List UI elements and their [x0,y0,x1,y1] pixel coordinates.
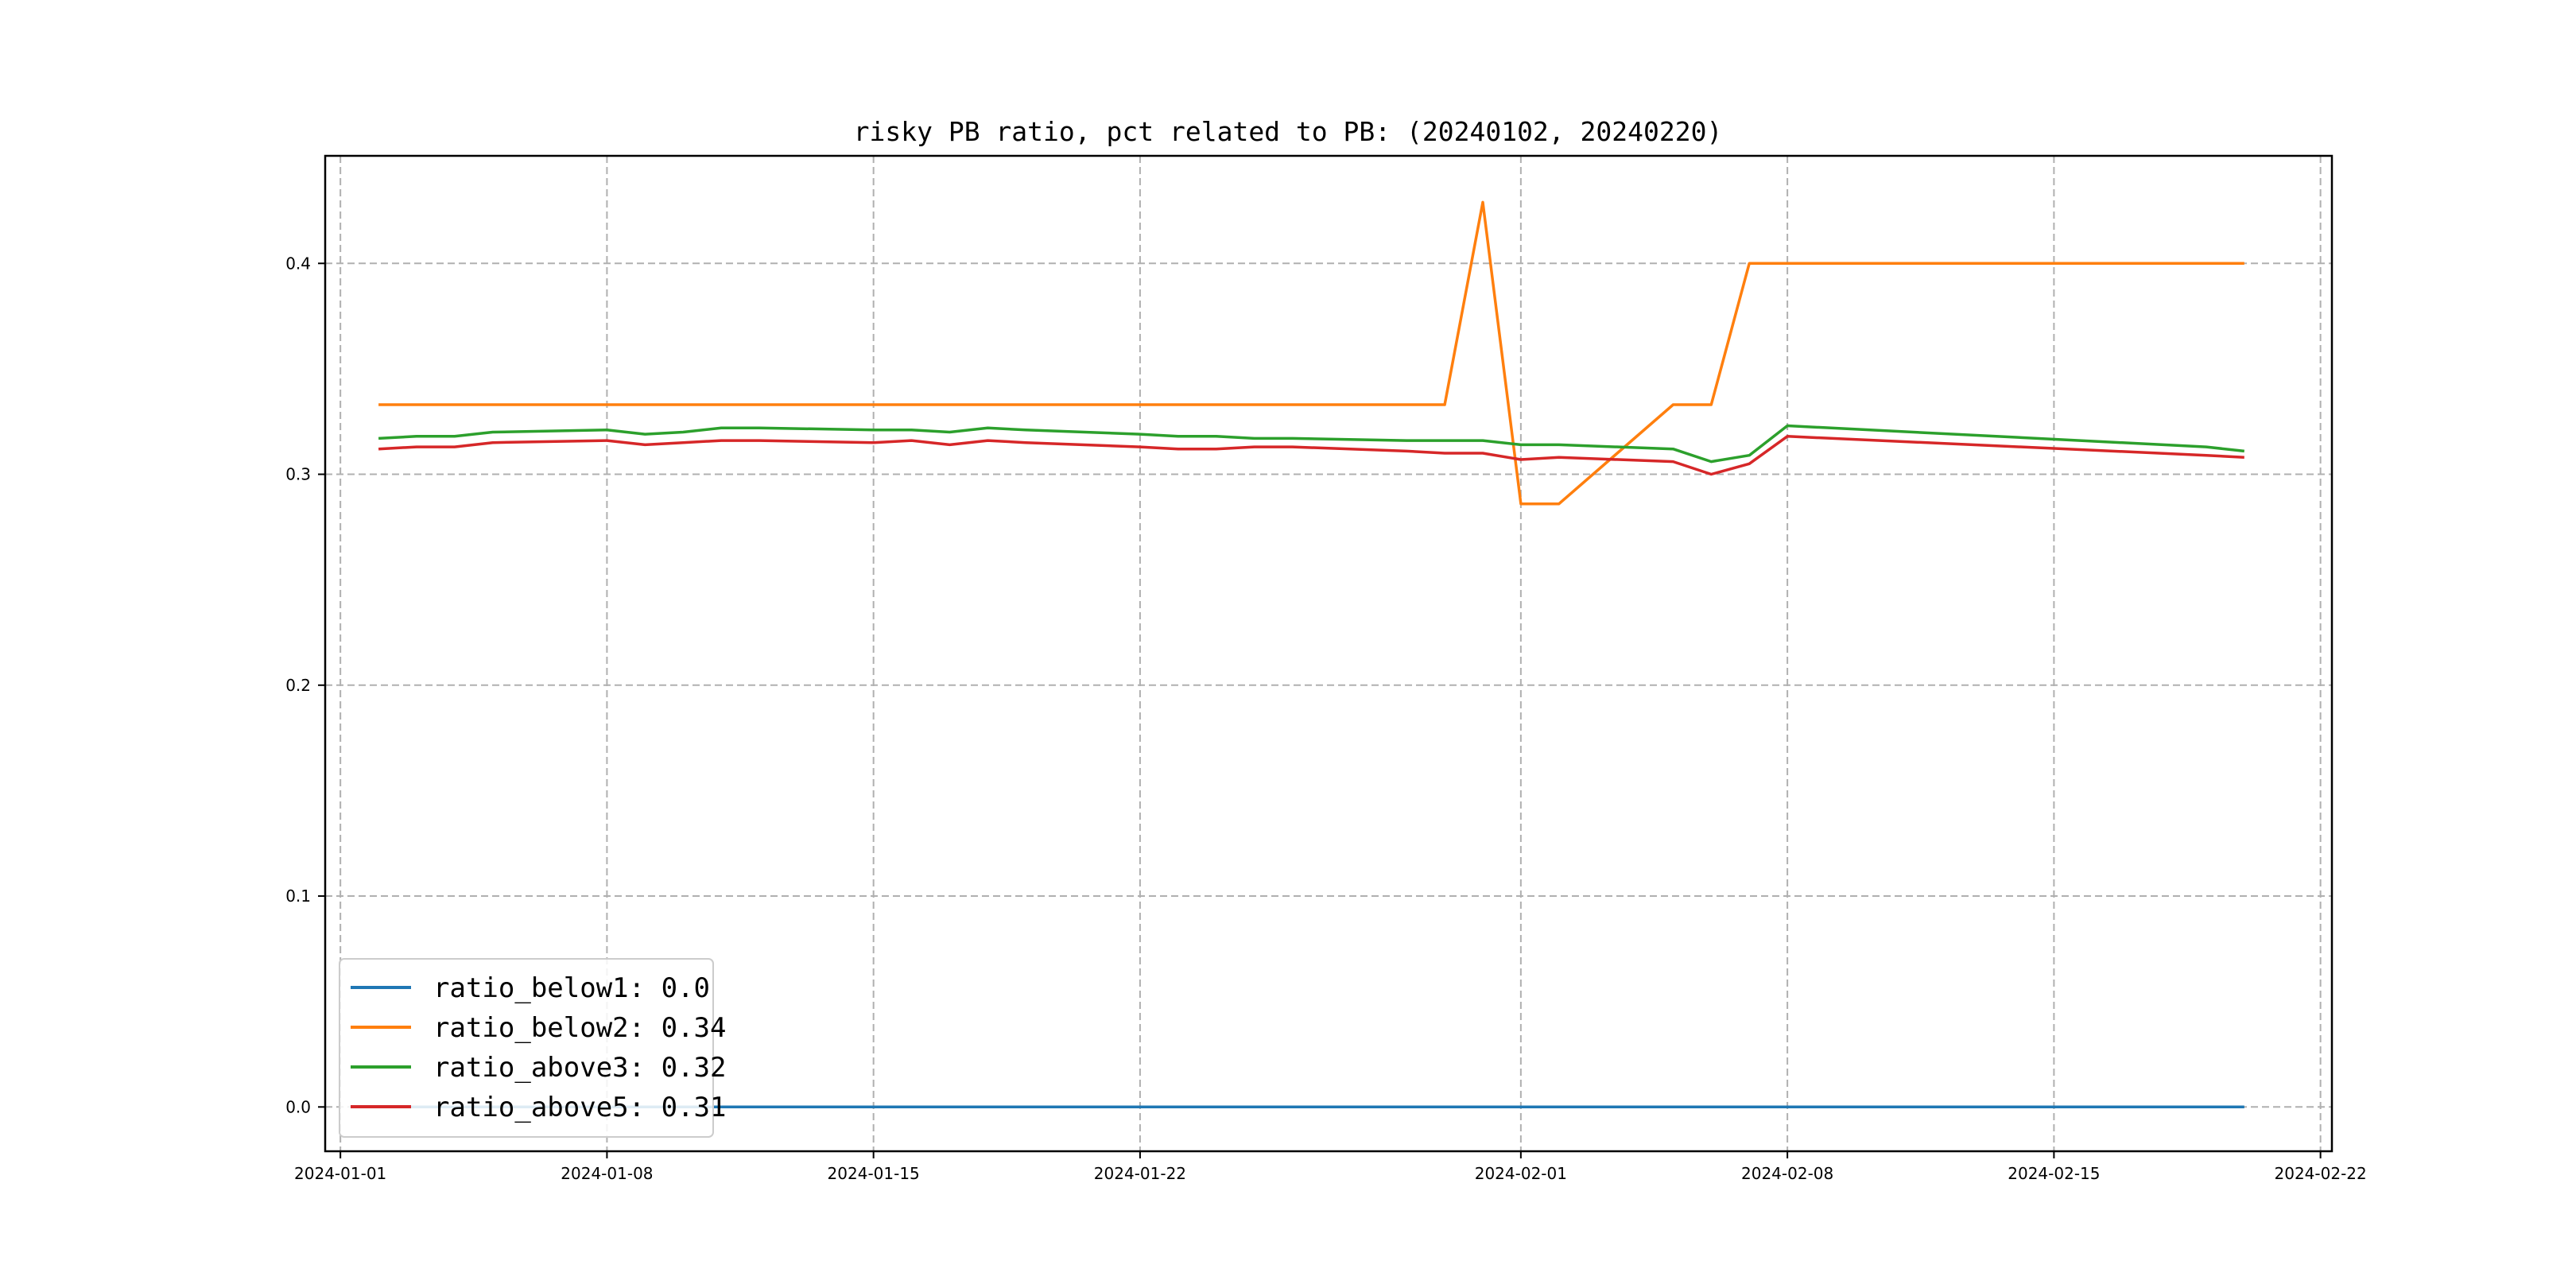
y-tick-label: 0.0 [285,1097,311,1116]
y-axis-ticks: 0.0 0.1 0.2 0.3 0.4 [285,254,325,1116]
x-tick-label: 2024-01-01 [294,1164,386,1183]
legend-box [339,958,714,1138]
x-tick-label: 2024-02-01 [1475,1164,1567,1183]
y-tick-label: 0.3 [285,465,311,484]
legend-label: ratio_above5: 0.31 [433,1092,726,1123]
chart-title: risky PB ratio, pct related to PB: (2024… [854,116,1723,147]
plot-frame [324,154,2334,1153]
x-tick-label: 2024-01-08 [561,1164,653,1183]
legend-label: ratio_below2: 0.34 [433,1012,726,1044]
legend: ratio_below1: 0.0 ratio_below2: 0.34 ratio… [339,958,726,1138]
legend-label: ratio_below1: 0.0 [433,972,710,1004]
x-tick-label: 2024-01-15 [828,1164,920,1183]
x-tick-label: 2024-01-22 [1094,1164,1186,1183]
y-tick-label: 0.1 [285,886,311,906]
x-axis-ticks: 2024-01-01 2024-01-08 2024-01-15 2024-01-22… [294,1151,2367,1183]
x-tick-label: 2024-02-15 [2008,1164,2100,1183]
y-tick-label: 0.2 [285,676,311,695]
legend-label: ratio_above3: 0.32 [433,1052,726,1084]
series-line-2 [378,200,2244,506]
x-tick-label: 2024-02-08 [1741,1164,1833,1183]
y-tick-label: 0.4 [285,254,311,273]
series-line-3 [378,424,2244,464]
x-tick-label: 2024-02-22 [2275,1164,2367,1183]
series-line-4 [378,435,2244,476]
